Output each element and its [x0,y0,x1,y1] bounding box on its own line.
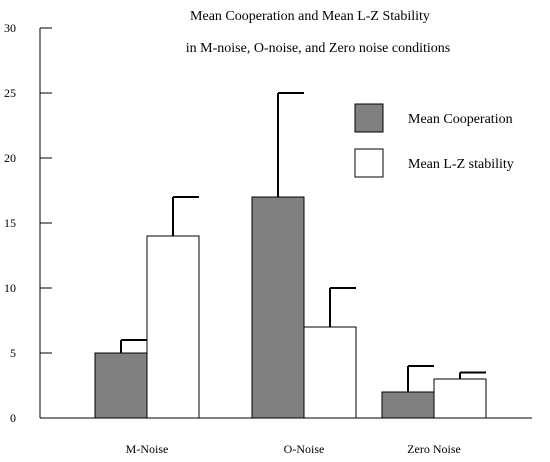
x-category-label: Zero Noise [407,442,461,456]
legend: Mean Cooperation Mean L-Z stability [354,103,514,178]
y-tick-label: 15 [4,216,16,230]
y-tick-label: 5 [10,346,16,360]
chart-title-line-1: Mean Cooperation and Mean L-Z Stability [190,9,430,24]
bar [303,326,357,419]
y-tick-label: 10 [4,281,16,295]
bar-group [94,196,487,419]
bar [433,378,487,419]
legend-label: Mean Cooperation [408,112,513,127]
x-category-label: O-Noise [284,442,325,456]
bar [251,196,305,419]
bar [94,352,148,419]
error-bars [120,92,486,392]
chart-title-line-2: in M-noise, O-noise, and Zero noise cond… [186,41,450,56]
legend-label: Mean L-Z stability [408,157,514,172]
x-category-label: M-Noise [126,442,169,456]
y-tick-label: 0 [10,411,16,425]
y-axis-ticks: 0 5 10 15 20 25 30 [4,21,52,425]
legend-swatch [354,148,384,178]
y-tick-label: 25 [4,86,16,100]
bar [146,235,200,419]
x-axis-labels: M-Noise O-Noise Zero Noise [126,442,461,456]
y-tick-label: 30 [4,21,16,35]
legend-swatch [354,103,384,133]
y-tick-label: 20 [4,151,16,165]
bar [381,391,435,419]
